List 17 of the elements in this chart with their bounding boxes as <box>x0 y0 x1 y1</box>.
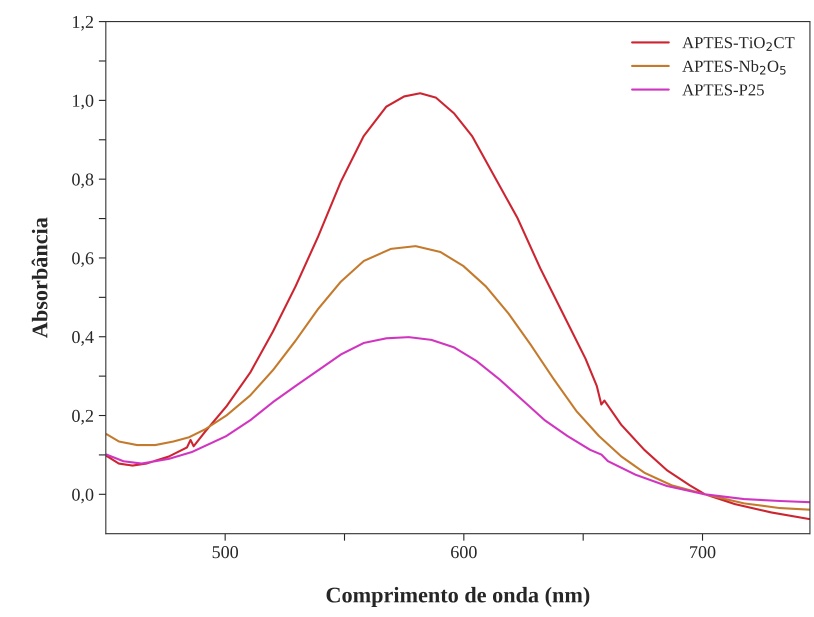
x-tick-label: 700 <box>690 546 716 558</box>
x-axis-title: Comprimento de onda (nm) <box>326 586 590 608</box>
line-series <box>106 245 810 511</box>
line-series <box>106 336 810 504</box>
legend-label: APTES-P25 <box>682 84 764 96</box>
legend-label: APTES-Nb$_{2}$O$_{5}$ <box>682 60 786 75</box>
y-tick-label: 1,0 <box>73 94 94 110</box>
y-tick-label: 0,4 <box>72 330 94 346</box>
y-tick-label: 0,6 <box>72 252 94 267</box>
y-tick-label: 0,0 <box>72 488 94 504</box>
y-axis-title: Absorbância <box>32 217 48 338</box>
legend-label: APTES-TiO$_{2}$CT <box>682 37 794 51</box>
x-tick-label: 500 <box>212 546 238 558</box>
x-tick-label: 600 <box>451 546 477 558</box>
y-tick-label: 0,8 <box>72 173 94 188</box>
y-tick-label: 1,2 <box>73 16 94 31</box>
y-tick-label: 0,2 <box>72 410 94 425</box>
